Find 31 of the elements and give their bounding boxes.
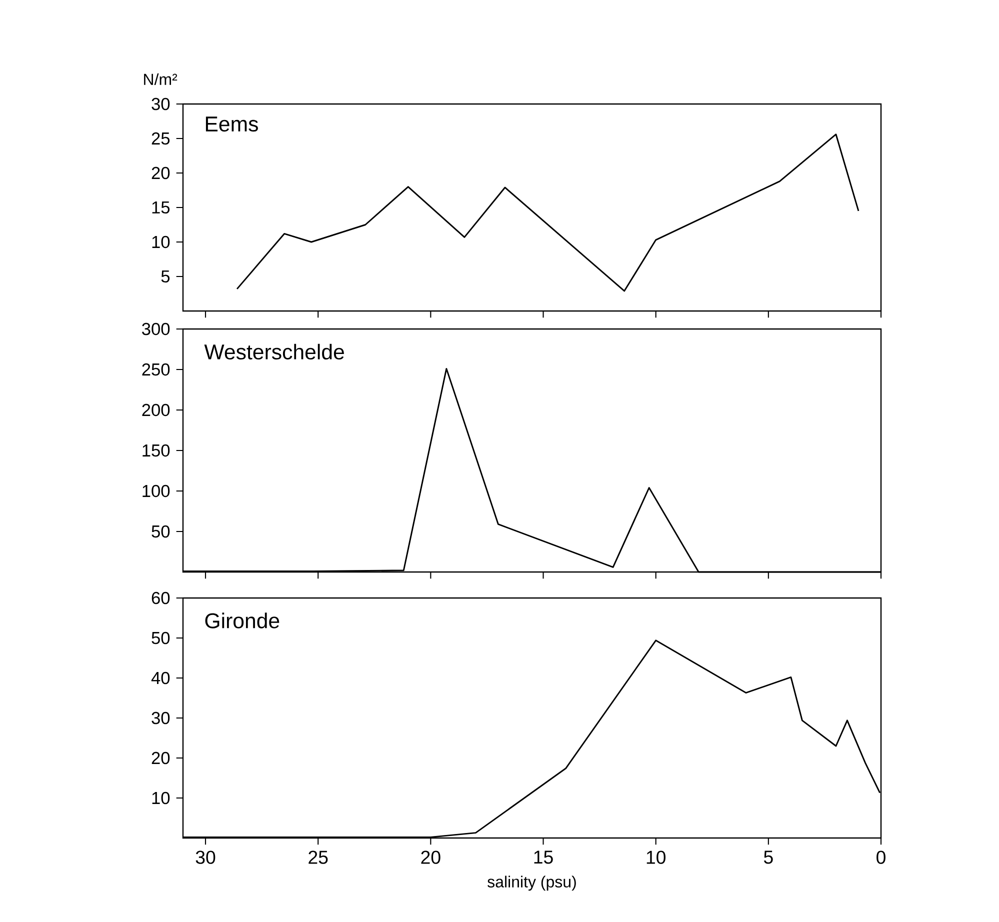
y-tick-label: 20 xyxy=(152,752,170,764)
y-tick-label: 200 xyxy=(142,404,170,416)
x-tick-label: 30 xyxy=(196,850,216,864)
y-tick-label: 60 xyxy=(152,592,170,604)
x-tick-label: 15 xyxy=(534,850,553,864)
x-tick-label: 5 xyxy=(764,850,773,864)
x-tick-label: 20 xyxy=(421,850,440,864)
x-axis-title: salinity (psu) xyxy=(488,876,576,891)
x-tick-label: 10 xyxy=(646,850,666,864)
text: Gironde xyxy=(205,612,280,628)
x-tick-label: 0 xyxy=(876,850,886,864)
y-axis-title: N/m² xyxy=(144,73,178,86)
line-series xyxy=(236,134,860,292)
y-tick-label: 250 xyxy=(142,363,170,376)
y-tick-label: 300 xyxy=(142,322,170,336)
y-tick-label: 10 xyxy=(152,236,170,248)
y-tick-label: 10 xyxy=(152,792,170,804)
text: Westerschelde xyxy=(204,344,344,360)
y-tick-label: 50 xyxy=(152,632,170,644)
y-tick-label: 40 xyxy=(151,672,170,684)
y-tick-label: 20 xyxy=(152,166,170,180)
y-tick-label: 100 xyxy=(142,484,170,498)
y-tick-label: 150 xyxy=(142,444,170,457)
x-tick-label: 25 xyxy=(308,850,328,864)
chart-title: Eems xyxy=(206,116,258,132)
y-tick-label: 15 xyxy=(152,201,170,214)
y-tick-label: 50 xyxy=(152,525,170,538)
y-tick-label: 30 xyxy=(152,712,170,724)
y-tick-label: 30 xyxy=(152,98,170,110)
y-tick-label: 25 xyxy=(152,132,170,145)
y-tick-label: 5 xyxy=(161,270,170,283)
